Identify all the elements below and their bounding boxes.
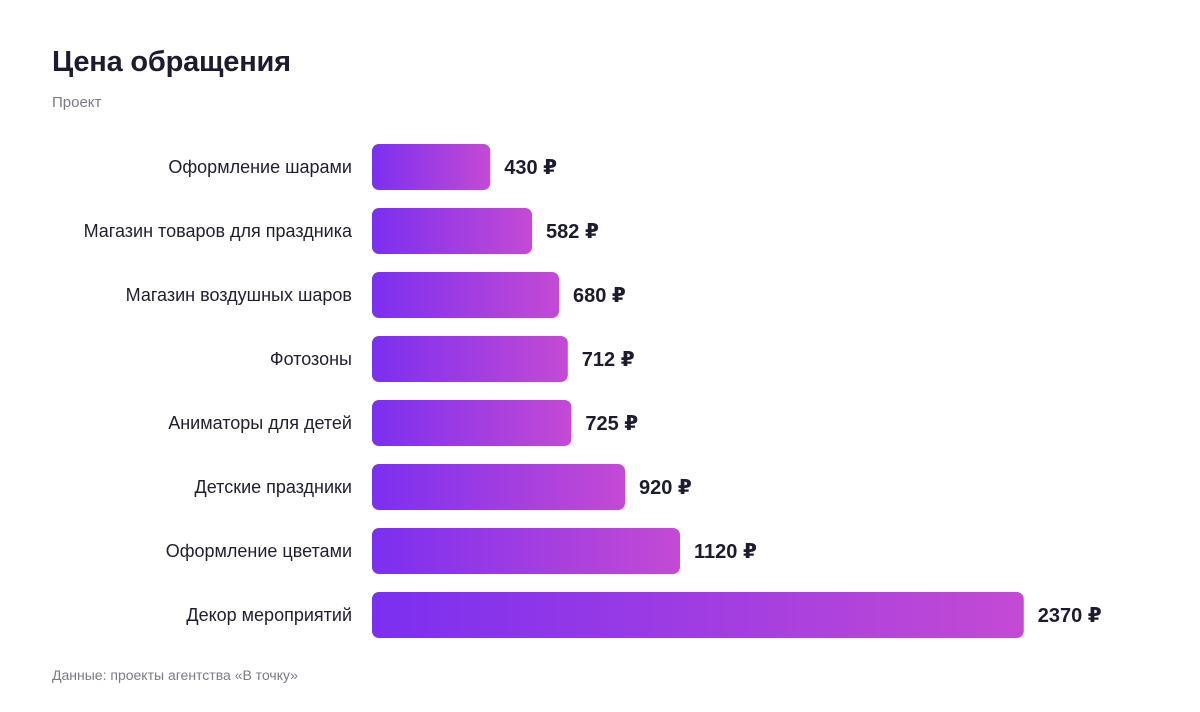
value-label: 430 ₽ — [504, 157, 557, 179]
bar — [372, 144, 491, 190]
category-label: Декор мероприятий — [186, 605, 352, 625]
category-label: Магазин товаров для праздника — [84, 221, 353, 241]
value-label: 1120 ₽ — [694, 541, 757, 563]
category-label: Аниматоры для детей — [168, 413, 352, 433]
value-label: 725 ₽ — [585, 413, 638, 435]
bar — [372, 272, 559, 318]
category-label: Фотозоны — [270, 349, 352, 369]
category-label: Магазин воздушных шаров — [126, 285, 352, 305]
value-label: 2370 ₽ — [1038, 605, 1102, 627]
bar — [372, 464, 625, 510]
bar — [372, 592, 1024, 638]
value-label: 680 ₽ — [573, 285, 626, 307]
category-label: Детские праздники — [195, 477, 352, 497]
value-label: 582 ₽ — [546, 221, 599, 243]
chart-subtitle: Проект — [52, 94, 102, 111]
category-label: Оформление шарами — [168, 157, 352, 177]
value-label: 920 ₽ — [639, 477, 692, 499]
chart-title: Цена обращения — [52, 46, 291, 78]
bar — [372, 528, 680, 574]
value-label: 712 ₽ — [582, 349, 635, 371]
data-source-note: Данные: проекты агентства «В точку» — [52, 667, 298, 683]
bar — [372, 208, 533, 254]
category-label: Оформление цветами — [166, 541, 352, 561]
bar — [372, 336, 568, 382]
bar — [372, 400, 572, 446]
bars-group: Оформление шарами 430 ₽ Магазин товаров дл… — [84, 144, 1102, 638]
